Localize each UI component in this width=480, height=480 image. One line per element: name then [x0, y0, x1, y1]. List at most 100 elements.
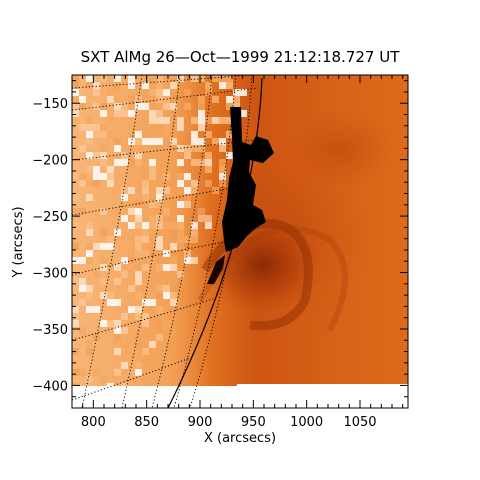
disk-pixel: [191, 117, 198, 124]
disk-pixel: [156, 243, 163, 250]
x-tick-label: 1000: [290, 415, 323, 430]
disk-pixel: [170, 103, 177, 110]
disk-pixel: [79, 145, 86, 152]
disk-pixel: [86, 82, 93, 89]
disk-pixel: [177, 187, 184, 194]
y-axis: −150 −200 −250 −300 −350 −400: [32, 80, 408, 409]
disk-pixel: [72, 208, 79, 215]
disk-pixel: [156, 138, 163, 145]
disk-pixel: [170, 194, 177, 201]
disk-pixel: [219, 75, 226, 82]
disk-pixel: [114, 75, 121, 82]
disk-pixel: [86, 159, 93, 166]
x-tick-label: 1050: [343, 415, 376, 430]
disk-pixel: [86, 285, 93, 292]
disk-pixel: [121, 257, 128, 264]
disk-pixel: [156, 75, 163, 82]
disk-pixel: [79, 208, 86, 215]
disk-pixel: [107, 117, 114, 124]
disk-pixel: [93, 103, 100, 110]
disk-pixel: [198, 138, 205, 145]
plot-frame: [71, 74, 409, 409]
longitude-line: [151, 75, 213, 408]
disk-pixel: [128, 306, 135, 313]
flare-core-tail: [207, 255, 225, 284]
disk-pixel: [135, 152, 142, 159]
disk-pixel: [205, 159, 212, 166]
disk-pixel: [184, 201, 191, 208]
x-tick-label: 950: [241, 415, 266, 430]
disk-pixel: [72, 369, 79, 376]
disk-pixel: [114, 145, 121, 152]
disk-pixel: [72, 306, 79, 313]
disk-pixel: [72, 117, 79, 124]
disk-pixel: [191, 180, 198, 187]
disk-pixel: [86, 348, 93, 355]
disk-pixel: [135, 201, 142, 208]
disk-pixel: [114, 348, 121, 355]
disk-pixel: [233, 96, 240, 103]
disk-pixel: [128, 222, 135, 229]
disk-pixel: [142, 299, 149, 306]
disk-pixel: [93, 131, 100, 138]
disk-pixel: [205, 82, 212, 89]
disk-pixel: [79, 299, 86, 306]
disk-pixel: [93, 334, 100, 341]
disk-pixel: [163, 103, 170, 110]
disk-pixel: [135, 369, 142, 376]
disk-pixel: [100, 292, 107, 299]
disk-pixel: [163, 292, 170, 299]
disk-pixel: [177, 243, 184, 250]
disk-pixel: [198, 145, 205, 152]
x-tick-label: 900: [188, 415, 213, 430]
y-tick-label: −400: [32, 379, 68, 394]
disk-pixel: [121, 369, 128, 376]
disk-pixel: [163, 320, 170, 327]
disk-pixel: [79, 278, 86, 285]
latitude-line: [72, 297, 217, 341]
disk-pixel: [121, 152, 128, 159]
disk-pixel: [100, 110, 107, 117]
disk-pixel: [163, 208, 170, 215]
disk-pixel: [114, 96, 121, 103]
longitude-line: [121, 75, 181, 408]
disk-pixel: [177, 271, 184, 278]
disk-pixel: [114, 327, 121, 334]
disk-pixel: [114, 257, 121, 264]
latitude-line: [72, 87, 259, 111]
latitude-line: [72, 184, 251, 216]
disk-pixel: [226, 96, 233, 103]
disk-pixel: [100, 145, 107, 152]
disk-pixel: [135, 355, 142, 362]
disk-pixel: [79, 271, 86, 278]
disk-pixel: [170, 243, 177, 250]
disk-pixel: [100, 159, 107, 166]
disk-pixel: [86, 341, 93, 348]
disk-pixel: [156, 292, 163, 299]
disk-pixel: [121, 103, 128, 110]
disk-pixel: [72, 243, 79, 250]
x-axis: 800 850 900 950 1000 1050: [71, 75, 404, 430]
disk-pixel: [93, 306, 100, 313]
disk-pixel: [156, 327, 163, 334]
disk-pixel: [198, 124, 205, 131]
disk-pixel: [79, 180, 86, 187]
disk-pixel: [121, 313, 128, 320]
disk-pixel: [156, 96, 163, 103]
disk-pixel: [100, 166, 107, 173]
disk-pixel: [142, 348, 149, 355]
disk-pixel: [86, 222, 93, 229]
disk-pixel: [128, 285, 135, 292]
disk-pixel: [170, 82, 177, 89]
disk-pixel: [100, 278, 107, 285]
y-tick-label: −150: [32, 97, 68, 112]
disk-pixel: [177, 180, 184, 187]
x-tick-label: 850: [134, 415, 159, 430]
disk-pixel: [72, 194, 79, 201]
disk-pixel: [107, 320, 114, 327]
disk-pixel: [93, 89, 100, 96]
disk-pixel: [93, 124, 100, 131]
disk-pixel: [191, 75, 198, 82]
disk-pixel: [205, 152, 212, 159]
disk-pixel: [72, 222, 79, 229]
